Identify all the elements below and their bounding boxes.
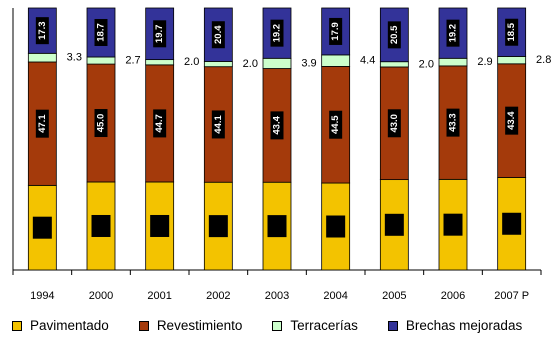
- brechas-label-box: [446, 19, 460, 47]
- pavimentado-label-box: [326, 215, 346, 238]
- legend-swatch-revestimiento: [138, 320, 149, 331]
- x-tick-label: 2004: [323, 290, 347, 302]
- pavimentado-label-box: [267, 215, 287, 238]
- legend-label-terracerias: Terracerías: [290, 318, 358, 333]
- pavimentado-label-box: [443, 213, 463, 236]
- revestimiento-label-box: [446, 108, 460, 137]
- brechas-label-box: [211, 21, 225, 49]
- bar-segment-terracerias: [27, 52, 57, 63]
- brechas-label-box: [505, 18, 519, 46]
- x-tick-label: 2000: [89, 290, 113, 302]
- legend-swatch-pavimentado: [12, 320, 22, 331]
- pavimentado-label-box: [32, 216, 52, 239]
- bar-segment-brechas-mejoradas: [27, 7, 57, 54]
- x-tick-label: 1994: [30, 290, 54, 302]
- revestimiento-label-box: [153, 109, 167, 138]
- terracerias-data-label: 2.0: [243, 58, 258, 70]
- revestimiento-data-label: 44.7: [154, 114, 165, 133]
- legend-label-revestimiento: Revestimiento: [156, 318, 243, 333]
- terracerias-data-label: 3.3: [67, 52, 82, 64]
- terracerias-data-label: 4.4: [360, 55, 375, 67]
- chart-legend: Pavimentado Revestimiento Terracerías Br…: [12, 318, 522, 333]
- legend-item-terracerias: Terracerías: [272, 318, 358, 333]
- brechas-data-label: 20.5: [389, 25, 400, 44]
- brechas-data-label: 17.9: [330, 22, 341, 40]
- legend-label-pavimentado: Pavimentado: [30, 318, 109, 333]
- brechas-data-label: 18.7: [96, 23, 107, 42]
- brechas-data-label: 18.5: [506, 22, 517, 41]
- pavimentado-label-box: [502, 212, 522, 235]
- pavimentado-label-box: [91, 214, 111, 237]
- brechas-label-box: [329, 17, 343, 45]
- brechas-data-label: 17.3: [37, 21, 48, 40]
- x-tick-label: 2006: [441, 290, 465, 302]
- legend-label-brechas-mejoradas: Brechas mejoradas: [405, 318, 523, 333]
- x-tick-label: 2003: [265, 290, 289, 302]
- revestimiento-data-label: 43.0: [389, 114, 400, 133]
- revestimiento-label-box: [329, 110, 343, 139]
- x-tick-label: 2007 P: [494, 290, 529, 302]
- legend-item-brechas-mejoradas: Brechas mejoradas: [387, 318, 523, 333]
- terracerias-data-label: 2.9: [477, 56, 492, 68]
- brechas-data-label: 19.7: [154, 25, 165, 44]
- bar-segment-terracerias: [438, 57, 468, 67]
- stacked-bar-chart: 1994 2000 2001 2002 2003 2004 2005 2006 2007 P 47…: [12, 7, 551, 302]
- x-tick-label: 2002: [206, 290, 230, 302]
- bar-segment-terracerias: [379, 61, 409, 68]
- terracerias-data-label: 2.8: [536, 54, 551, 66]
- revestimiento-label-box: [211, 110, 225, 139]
- bar-segment-terracerias: [497, 56, 527, 65]
- bar-segment-terracerias: [203, 61, 233, 68]
- bar-segment-terracerias: [262, 57, 292, 69]
- brechas-label-box: [94, 18, 108, 46]
- revestimiento-data-label: 43.4: [272, 115, 283, 134]
- brechas-label-box: [153, 20, 167, 48]
- revestimiento-data-label: 44.1: [213, 115, 224, 134]
- terracerias-data-label: 2.0: [184, 56, 199, 68]
- bar-segment-brechas-mejoradas: [262, 7, 292, 59]
- brechas-data-label: 19.2: [272, 24, 283, 43]
- brechas-data-label: 19.2: [448, 24, 459, 43]
- legend-item-revestimiento: Revestimiento: [138, 318, 243, 333]
- terracerias-data-label: 2.0: [419, 58, 434, 70]
- revestimiento-data-label: 44.5: [330, 115, 341, 134]
- legend-swatch-brechas-mejoradas: [387, 320, 398, 331]
- bar-segment-terracerias: [86, 56, 116, 65]
- revestimiento-data-label: 43.3: [448, 113, 459, 132]
- revestimiento-label-box: [505, 106, 519, 135]
- bar-segment-terracerias: [321, 54, 351, 67]
- revestimiento-label-box: [270, 111, 284, 140]
- terracerias-data-label: 2.7: [125, 55, 140, 67]
- revestimiento-label-box: [94, 109, 108, 138]
- pavimentado-label-box: [150, 214, 170, 237]
- x-tick-label: 2005: [382, 290, 406, 302]
- revestimiento-data-label: 43.4: [506, 111, 517, 130]
- pavimentado-label-box: [384, 213, 404, 236]
- revestimiento-data-label: 45.0: [96, 114, 107, 133]
- brechas-label-box: [35, 17, 49, 45]
- x-tick-label: 2001: [147, 290, 171, 302]
- brechas-label-box: [387, 21, 401, 49]
- revestimiento-label-box: [35, 109, 49, 138]
- revestimiento-data-label: 47.1: [37, 114, 48, 133]
- brechas-data-label: 20.4: [213, 25, 224, 44]
- terracerias-data-label: 3.9: [301, 57, 316, 69]
- legend-swatch-terracerias: [272, 320, 283, 331]
- legend-item-pavimentado: Pavimentado: [12, 318, 109, 333]
- brechas-label-box: [270, 19, 284, 47]
- pavimentado-label-box: [208, 215, 228, 238]
- bar-segment-terracerias: [145, 59, 175, 66]
- revestimiento-label-box: [387, 109, 401, 138]
